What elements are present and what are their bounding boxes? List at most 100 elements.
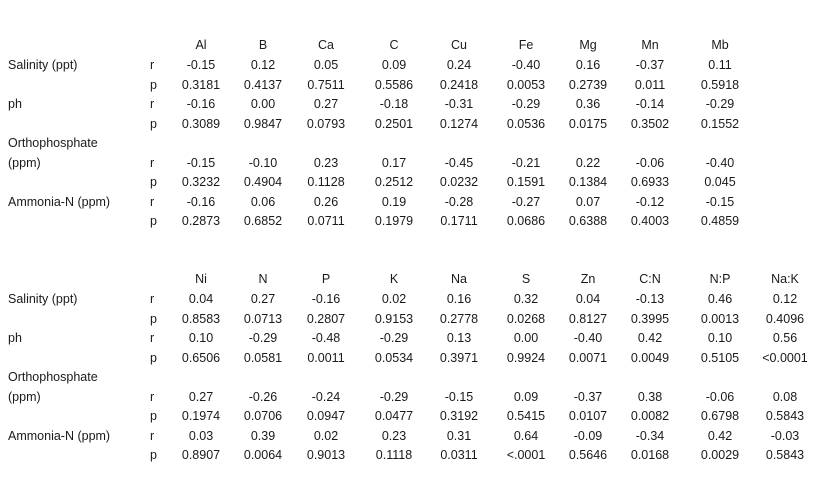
p-row: p 0.3181 0.4137 0.7511 0.5586 0.2418 0.0053 0.2… bbox=[0, 76, 820, 96]
p-value: 0.6933 bbox=[630, 175, 670, 189]
r-value: 0.42 bbox=[637, 331, 663, 345]
r-value: -0.29 bbox=[248, 331, 278, 345]
p-value: 0.1118 bbox=[375, 448, 413, 462]
r-value: 0.02 bbox=[313, 428, 339, 443]
r-value: -0.40 bbox=[705, 155, 735, 170]
p-value: 0.2778 bbox=[439, 311, 479, 326]
p-value: 0.6388 bbox=[568, 214, 608, 228]
parameter-label: Orthophosphate bbox=[8, 136, 98, 150]
r-value: 0.03 bbox=[188, 428, 214, 443]
p-value: 0.0536 bbox=[506, 116, 546, 131]
parameter-label: ph bbox=[8, 97, 22, 111]
column-header: Al bbox=[195, 38, 207, 52]
p-value: 0.5415 bbox=[506, 409, 546, 423]
p-value: 0.5918 bbox=[700, 77, 740, 92]
r-value: -0.14 bbox=[635, 97, 665, 111]
r-value: 0.23 bbox=[313, 155, 339, 170]
r-value: 0.42 bbox=[707, 428, 733, 443]
r-value: 0.16 bbox=[446, 292, 472, 306]
p-value: 0.0071 bbox=[568, 350, 608, 365]
p-value: 0.0477 bbox=[374, 409, 414, 423]
column-header: S bbox=[521, 272, 531, 286]
p-row: p 0.6506 0.0581 0.0011 0.0534 0.3971 0.9924 0.0… bbox=[0, 349, 820, 369]
r-value: 0.09 bbox=[513, 389, 539, 404]
r-value: 0.02 bbox=[381, 292, 407, 306]
p-value: 0.9847 bbox=[243, 116, 283, 131]
r-value: -0.27 bbox=[511, 194, 541, 209]
column-header: Zn bbox=[580, 272, 596, 286]
r-value: 0.22 bbox=[575, 155, 601, 170]
r-value: -0.31 bbox=[444, 97, 474, 111]
p-value: 0.0706 bbox=[243, 409, 283, 423]
p-value: 0.3502 bbox=[630, 116, 670, 131]
p-value: 0.1384 bbox=[568, 175, 608, 189]
r-value: 0.09 bbox=[381, 58, 407, 72]
p-value: 0.9013 bbox=[306, 448, 346, 462]
r-value: -0.16 bbox=[311, 292, 341, 306]
parameter-label-row: Orthophosphate bbox=[0, 368, 820, 388]
p-value: 0.0013 bbox=[700, 311, 740, 326]
r-value: 0.56 bbox=[772, 331, 798, 345]
p-value: 0.0029 bbox=[700, 448, 740, 462]
p-value: 0.4904 bbox=[243, 175, 283, 189]
p-value: 0.1274 bbox=[439, 116, 479, 131]
r-value: 0.11 bbox=[708, 58, 732, 72]
p-value: 0.3995 bbox=[630, 311, 670, 326]
p-value: 0.3232 bbox=[181, 175, 221, 189]
p-value: 0.0534 bbox=[374, 350, 414, 365]
parameter-label: Ammonia-N (ppm) bbox=[8, 428, 111, 443]
stat-label-r: r bbox=[150, 428, 155, 443]
p-value: 0.0168 bbox=[630, 448, 670, 462]
p-value: 0.0686 bbox=[506, 214, 546, 228]
parameter-label: (ppm) bbox=[8, 389, 41, 404]
r-row: ph r -0.16 0.00 0.27 -0.18 -0.31 -0.29 0.36 -0.14… bbox=[0, 95, 820, 115]
r-value: 0.39 bbox=[250, 428, 276, 443]
p-value: 0.045 bbox=[704, 175, 736, 189]
r-row: Salinity (ppt) r 0.04 0.27 -0.16 0.02 0.16 0.32… bbox=[0, 290, 820, 310]
r-value: -0.13 bbox=[635, 292, 665, 306]
stat-label-p: p bbox=[150, 448, 157, 462]
stat-label-p: p bbox=[150, 116, 157, 131]
column-header: Ni bbox=[195, 272, 207, 286]
r-value: 0.23 bbox=[381, 428, 407, 443]
stat-label-p: p bbox=[150, 175, 157, 189]
column-header: Fe bbox=[518, 38, 534, 52]
r-value: 0.00 bbox=[250, 97, 276, 111]
p-value: 0.1591 bbox=[506, 175, 546, 189]
r-value: 0.46 bbox=[707, 292, 733, 306]
p-value: 0.4003 bbox=[630, 214, 670, 228]
p-row: p 0.3232 0.4904 0.1128 0.2512 0.0232 0.1591 0.1… bbox=[0, 173, 820, 193]
r-value: -0.26 bbox=[248, 389, 278, 404]
parameter-label: (ppm) bbox=[8, 155, 41, 170]
p-value: 0.0713 bbox=[243, 311, 283, 326]
p-row: p 0.8907 0.0064 0.9013 0.1118 0.0311 <.0001 0.5… bbox=[0, 446, 820, 466]
p-value: 0.3181 bbox=[181, 77, 221, 92]
r-value: 0.12 bbox=[250, 58, 276, 72]
stat-label-p: p bbox=[150, 77, 157, 92]
r-value: -0.21 bbox=[511, 155, 541, 170]
r-row: (ppm) r 0.27 -0.26 -0.24 -0.29 -0.15 0.09 -0.37 0… bbox=[0, 388, 820, 408]
r-value: 0.07 bbox=[575, 194, 601, 209]
r-value: -0.06 bbox=[705, 389, 735, 404]
r-value: -0.15 bbox=[444, 389, 474, 404]
r-value: 0.16 bbox=[575, 58, 601, 72]
r-value: -0.10 bbox=[248, 155, 278, 170]
r-value: 0.04 bbox=[188, 292, 214, 306]
r-value: 0.10 bbox=[188, 331, 214, 345]
column-header: Mb bbox=[711, 38, 729, 52]
header-row: Ni N P K Na S Zn C:N N:P Na:K bbox=[0, 270, 820, 290]
r-value: 0.17 bbox=[381, 155, 407, 170]
r-row: (ppm) r -0.15 -0.10 0.23 0.17 -0.45 -0.21 0.22 -0… bbox=[0, 154, 820, 174]
p-value: 0.0107 bbox=[568, 409, 608, 423]
p-value: 0.2501 bbox=[374, 116, 414, 131]
p-value: 0.5843 bbox=[765, 448, 805, 462]
p-value: 0.9153 bbox=[374, 311, 414, 326]
p-value: 0.8127 bbox=[568, 311, 608, 326]
r-value: -0.48 bbox=[311, 331, 341, 345]
r-value: 0.26 bbox=[313, 194, 339, 209]
r-value: 0.06 bbox=[250, 194, 276, 209]
p-value: 0.3971 bbox=[439, 350, 479, 365]
stat-label-r: r bbox=[150, 155, 155, 170]
column-header: C bbox=[389, 38, 399, 52]
column-header: Mn bbox=[641, 38, 659, 52]
